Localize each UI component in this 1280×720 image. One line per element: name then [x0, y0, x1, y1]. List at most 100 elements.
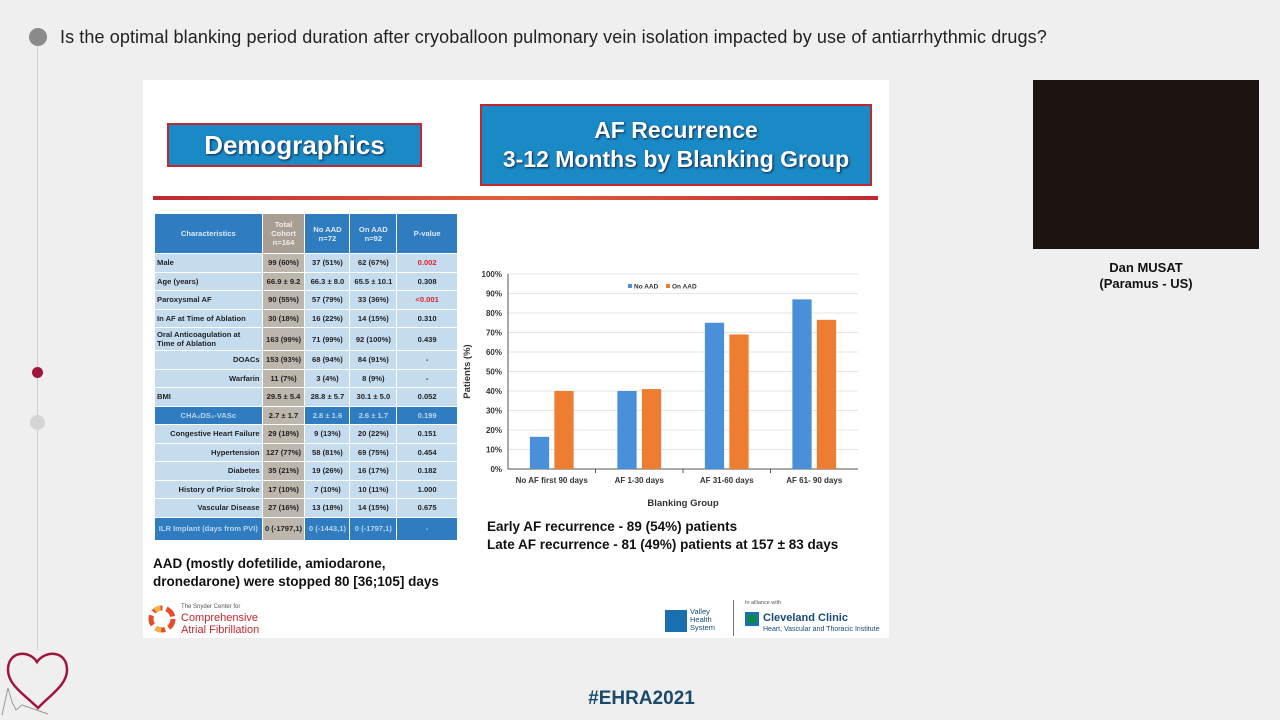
recurrence-title: AF Recurrence 3-12 Months by Blanking Gr… — [480, 104, 872, 186]
table-cell: 68 (94%) — [304, 350, 351, 370]
logo-divider — [733, 600, 734, 636]
snyder-logo-line1: Comprehensive — [181, 612, 259, 624]
table-cell: 28.8 ± 5.7 — [304, 387, 351, 407]
table-header: No AAD n=72 — [304, 213, 351, 254]
table-cell: 9 (13%) — [304, 424, 351, 444]
table-cell: Warfarin — [154, 368, 263, 388]
table-row: Age (years) 66.9 ± 9.2 66.3 ± 8.0 65.5 ± 10… — [154, 271, 458, 291]
table-cell: 16 (17%) — [349, 461, 398, 481]
table-cell: 2.7 ± 1.7 — [261, 405, 306, 425]
table-cell: DOACs — [154, 350, 263, 370]
table-cell: Age (years) — [154, 271, 263, 291]
table-cell: - — [396, 368, 458, 388]
question-title: Is the optimal blanking period duration … — [60, 27, 1047, 47]
legend-label: On AAD — [672, 284, 697, 291]
valley-logo-text: Valley Health System — [690, 607, 716, 632]
table-cell: 30 (18%) — [261, 308, 306, 328]
y-tick-label: 40% — [486, 387, 502, 396]
table-cell: Paroxysmal AF — [154, 290, 263, 310]
table-cell: 0.675 — [396, 498, 458, 518]
y-tick-label: 30% — [486, 407, 502, 416]
table-cell: Male — [154, 253, 263, 273]
timeline-dot-marker[interactable] — [32, 367, 43, 378]
bar-no-aad — [704, 322, 725, 469]
table-cell: 20 (22%) — [349, 424, 398, 444]
table-cell: 65.5 ± 10.1 — [349, 271, 398, 291]
table-cell: Congestive Heart Failure — [154, 424, 263, 444]
table-cell: 33 (36%) — [349, 290, 398, 310]
table-cell: <0.001 — [396, 290, 458, 310]
table-row: ILR Implant (days from PVI) 0 (-1797,1) 0 … — [154, 516, 458, 541]
table-cell: 57 (79%) — [304, 290, 351, 310]
table-cell: 71 (99%) — [304, 327, 351, 351]
table-cell: 37 (51%) — [304, 253, 351, 273]
y-tick-label: 100% — [482, 270, 502, 279]
table-cell: 66.3 ± 8.0 — [304, 271, 351, 291]
table-cell: 10 (11%) — [349, 479, 398, 499]
table-cell: 29 (18%) — [261, 424, 306, 444]
table-cell: 11 (7%) — [261, 368, 306, 388]
timeline-dot-current[interactable] — [29, 28, 47, 46]
table-cell: 0.151 — [396, 424, 458, 444]
cleveland-clinic-logo: In alliance with Cleveland Clinic Heart,… — [745, 600, 895, 633]
table-cell: 90 (55%) — [261, 290, 306, 310]
table-cell: 2.6 ± 1.7 — [349, 405, 398, 425]
y-tick-label: 90% — [486, 290, 502, 299]
table-cell: 14 (15%) — [349, 308, 398, 328]
recurrence-title-line2: 3-12 Months by Blanking Group — [502, 146, 850, 172]
table-cell: 17 (10%) — [261, 479, 306, 499]
bar-on-aad — [816, 319, 837, 469]
y-tick-label: 20% — [486, 426, 502, 435]
table-cell: ILR Implant (days from PVI) — [154, 516, 263, 541]
table-cell: 19 (26%) — [304, 461, 351, 481]
table-cell: 13 (18%) — [304, 498, 351, 518]
table-cell: 0.182 — [396, 461, 458, 481]
table-row: Vascular Disease 27 (16%) 13 (18%) 14 (15%)… — [154, 498, 458, 518]
recurrence-summary: Early AF recurrence - 89 (54%) patients … — [487, 518, 838, 554]
table-header: P-value — [396, 213, 458, 254]
divider — [153, 196, 878, 200]
table-cell: 30.1 ± 5.0 — [349, 387, 398, 407]
bar-on-aad — [554, 391, 574, 469]
table-cell: 92 (100%) — [349, 327, 398, 351]
table-row: In AF at Time of Ablation 30 (18%) 16 (22%… — [154, 308, 458, 328]
event-hashtag: #EHRA2021 — [588, 688, 695, 709]
table-cell: 0 (-1443,1) — [304, 516, 351, 541]
table-row: Diabetes 35 (21%) 19 (26%) 16 (17%) 0.182 — [154, 461, 458, 481]
speaker-name: Dan MUSAT — [1109, 260, 1183, 275]
timeline-dot[interactable] — [30, 415, 45, 430]
table-row: Hypertension 127 (77%) 58 (81%) 69 (75%) 0.4… — [154, 442, 458, 462]
table-row: History of Prior Stroke 17 (10%) 7 (10%) 10… — [154, 479, 458, 499]
snyder-logo-icon — [148, 605, 176, 633]
snyder-logo-line2: Atrial Fibrillation — [181, 624, 260, 636]
table-cell: 0 (-1797,1) — [349, 516, 398, 541]
aad-note-line2: dronedarone) were stopped 80 [36;105] da… — [153, 574, 439, 589]
heart-logo — [1, 652, 69, 716]
bar-no-aad — [529, 436, 550, 469]
table-cell: 1.000 — [396, 479, 458, 499]
table-cell: 7 (10%) — [304, 479, 351, 499]
table-cell: 99 (60%) — [261, 253, 306, 273]
y-tick-label: 80% — [486, 309, 502, 318]
bar-no-aad — [792, 299, 812, 469]
recurrence-bar-chart: 0% 10% 20% 30% 40% 50% 60% 70% 80% 90% 100% No AF f… — [462, 270, 858, 509]
table-cell: 27 (16%) — [261, 498, 306, 518]
recurrence-title-line1: AF Recurrence — [594, 117, 758, 143]
demographics-title: Demographics — [167, 123, 422, 167]
table-cell: 0.002 — [396, 253, 458, 273]
table-cell: 62 (67%) — [349, 253, 398, 273]
legend-swatch — [666, 284, 670, 288]
speaker-video — [1033, 80, 1259, 249]
table-cell: 0.308 — [396, 271, 458, 291]
table-cell: 84 (91%) — [349, 350, 398, 370]
table-cell: History of Prior Stroke — [154, 479, 263, 499]
x-tick-label: AF 31-60 days — [700, 476, 754, 485]
speaker-location: (Paramus - US) — [1099, 276, 1193, 291]
bar-on-aad — [641, 389, 662, 469]
table-cell: Oral Anticoagulation at Time of Ablation — [154, 327, 263, 351]
demographics-table: Characteristics Total Cohort n=164 No AAD … — [154, 213, 458, 541]
alliance-text: In alliance with — [745, 600, 782, 606]
table-cell: 0.199 — [396, 405, 458, 425]
aad-note: AAD (mostly dofetilide, amiodarone, dron… — [153, 555, 439, 591]
table-cell: 35 (21%) — [261, 461, 306, 481]
